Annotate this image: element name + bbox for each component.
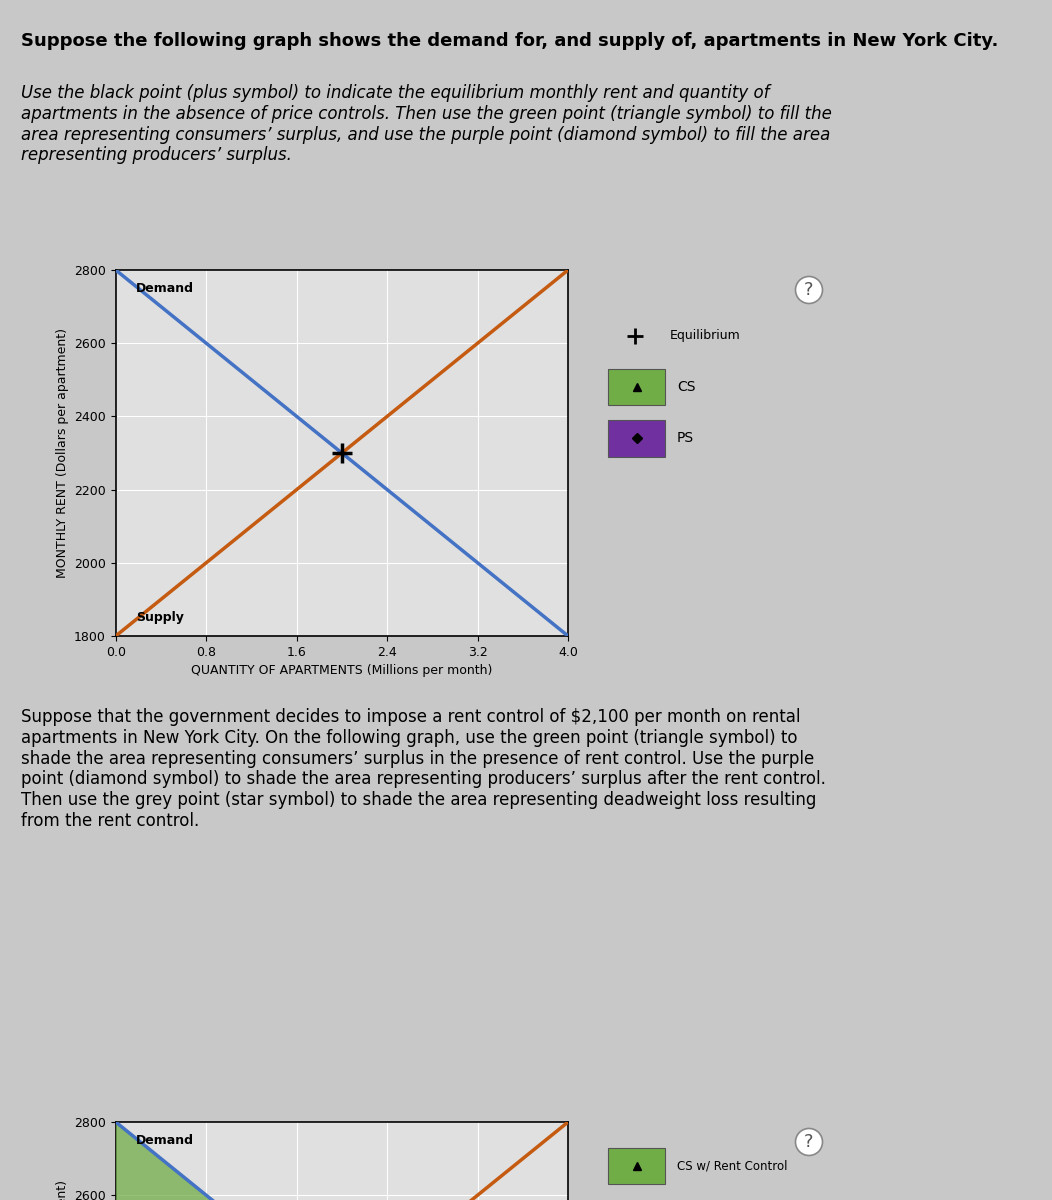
X-axis label: QUANTITY OF APARTMENTS (Millions per month): QUANTITY OF APARTMENTS (Millions per mon… — [191, 665, 492, 677]
Polygon shape — [116, 1122, 251, 1200]
Text: ?: ? — [804, 281, 814, 299]
Text: CS: CS — [677, 380, 695, 394]
FancyBboxPatch shape — [608, 368, 666, 406]
Text: Demand: Demand — [136, 1134, 194, 1147]
Text: PS: PS — [677, 431, 694, 445]
Text: Suppose the following graph shows the demand for, and supply of, apartments in N: Suppose the following graph shows the de… — [21, 31, 998, 49]
FancyBboxPatch shape — [608, 1147, 666, 1184]
Text: Demand: Demand — [136, 282, 194, 295]
Text: Equilibrium: Equilibrium — [670, 329, 741, 342]
Y-axis label: MONTHLY RENT (Dollars per apartment): MONTHLY RENT (Dollars per apartment) — [56, 328, 68, 578]
Text: Supply: Supply — [136, 611, 184, 624]
Text: ?: ? — [804, 1133, 814, 1151]
Text: Use the black point (plus symbol) to indicate the equilibrium monthly rent and q: Use the black point (plus symbol) to ind… — [21, 84, 832, 164]
Text: Suppose that the government decides to impose a rent control of $2,100 per month: Suppose that the government decides to i… — [21, 708, 826, 830]
Text: CS w/ Rent Control: CS w/ Rent Control — [677, 1159, 788, 1172]
Y-axis label: MONTHLY RENT (Dollars per apartment): MONTHLY RENT (Dollars per apartment) — [56, 1180, 68, 1200]
FancyBboxPatch shape — [608, 420, 666, 457]
